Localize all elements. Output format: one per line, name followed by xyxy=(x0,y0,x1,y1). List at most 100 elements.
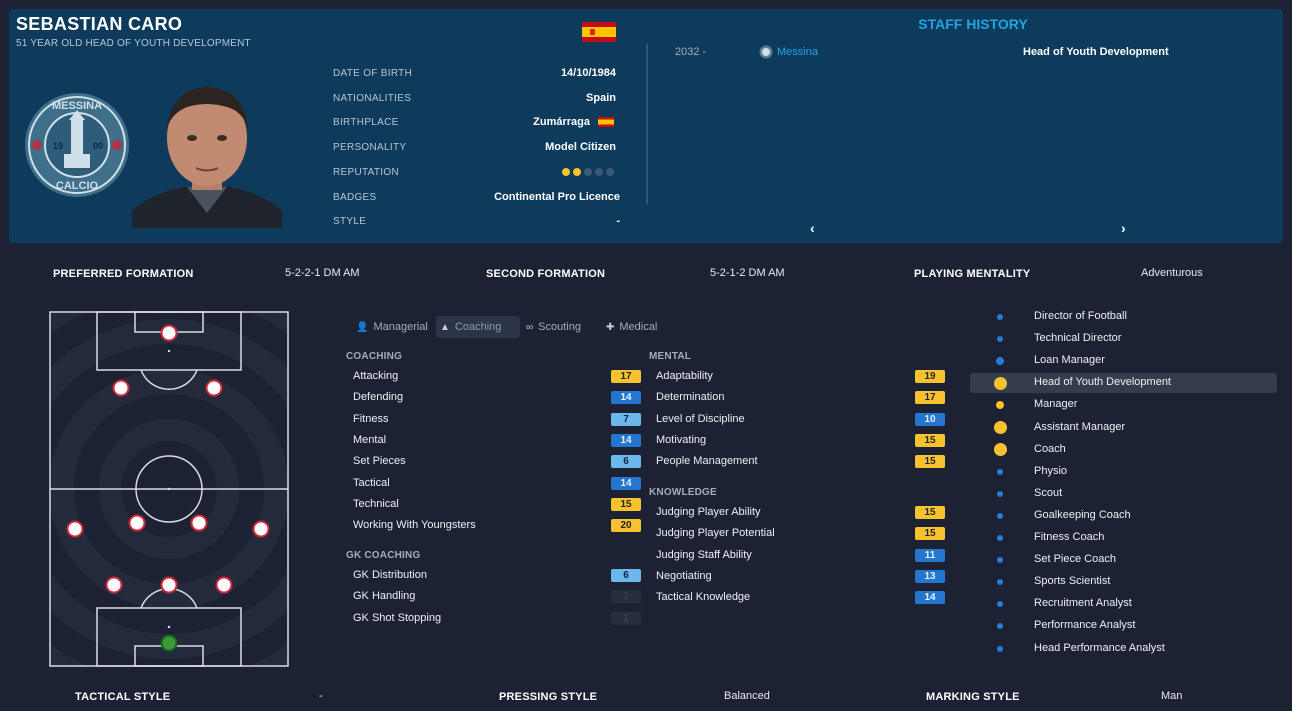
attribute-value: 14 xyxy=(915,591,945,605)
role-row[interactable]: Fitness Coach xyxy=(970,528,1277,548)
formation-pitch[interactable] xyxy=(49,311,289,667)
attribute-value: 15 xyxy=(915,506,945,519)
attribute-value: 1 xyxy=(611,590,641,604)
detail-label: REPUTATION xyxy=(333,166,399,178)
role-suitability-dot xyxy=(997,623,1003,630)
role-name: Loan Manager xyxy=(1034,354,1105,367)
attribute-value: 11 xyxy=(915,548,945,562)
reputation-dot xyxy=(584,168,592,176)
player-position-marker xyxy=(190,514,208,532)
coach-icon: ▲ xyxy=(440,321,450,333)
player-position-marker xyxy=(105,576,123,594)
role-suitability-dot xyxy=(993,443,1007,457)
attribute-name: Attacking xyxy=(353,370,399,382)
marking-style-value: Man xyxy=(1161,690,1183,702)
role-suitability-dot xyxy=(997,512,1003,519)
role-name: Physio xyxy=(1034,464,1068,477)
attribute-value: 19 xyxy=(915,370,945,383)
detail-label: PERSONALITY xyxy=(333,142,407,154)
gk-coaching-heading: GK COACHING xyxy=(346,550,421,561)
detail-label: NATIONALITIES xyxy=(333,92,412,104)
attribute-name: Level of Discipline xyxy=(656,412,745,425)
role-row[interactable]: Head Performance Analyst xyxy=(970,639,1277,659)
role-name: Manager xyxy=(1034,398,1078,411)
attribute-value: 14 xyxy=(611,433,641,447)
club-badge-icon[interactable]: MESSINA CALCIO 19 00 xyxy=(24,92,130,198)
role-row[interactable]: Coach xyxy=(970,440,1277,460)
role-row[interactable]: Performance Analyst xyxy=(970,616,1277,636)
attribute-name: Judging Player Ability xyxy=(656,506,761,518)
tab-managerial[interactable]: 👤 Managerial xyxy=(352,316,439,338)
attribute-value: 17 xyxy=(611,370,641,383)
attribute-name: Negotiating xyxy=(656,569,712,582)
player-position-marker xyxy=(160,576,178,594)
reputation-rating xyxy=(562,168,614,176)
reputation-dot xyxy=(562,168,570,176)
attribute-name: Motivating xyxy=(656,433,707,446)
player-position-marker xyxy=(66,520,84,538)
chevron-left-icon[interactable]: ‹ xyxy=(810,220,815,236)
detail-label: STYLE xyxy=(333,216,367,228)
role-suitability-dot xyxy=(997,601,1003,608)
role-suitability-dot xyxy=(997,314,1003,320)
attribute-value: 6 xyxy=(611,569,641,582)
medical-kit-icon: ✚ xyxy=(606,321,615,333)
attribute-value: 20 xyxy=(611,519,641,533)
role-suitability-dot xyxy=(997,336,1003,343)
role-suitability-dot xyxy=(997,468,1003,475)
role-row[interactable]: Goalkeeping Coach xyxy=(970,506,1277,526)
attribute-name: Mental xyxy=(353,433,387,446)
staff-portrait xyxy=(132,87,282,228)
binoculars-icon: ∞ xyxy=(526,321,534,333)
role-row[interactable]: Recruitment Analyst xyxy=(970,594,1277,614)
staff-history-title: STAFF HISTORY xyxy=(918,16,1028,32)
attribute-value: 1 xyxy=(611,611,641,625)
attribute-value: 10 xyxy=(915,412,945,426)
player-position-marker xyxy=(160,324,178,342)
attribute-value: 14 xyxy=(611,391,641,405)
svg-text:MESSINA: MESSINA xyxy=(52,100,102,112)
goalkeeper-marker xyxy=(160,634,178,652)
tactical-style-label: TACTICAL STYLE xyxy=(75,691,171,703)
player-position-marker xyxy=(112,379,130,397)
knowledge-heading: KNOWLEDGE xyxy=(649,487,717,498)
role-row[interactable]: Technical Director xyxy=(970,329,1277,349)
attribute-value: 6 xyxy=(611,455,641,469)
reputation-dot xyxy=(595,168,603,176)
role-suitability-dot xyxy=(997,645,1003,652)
pressing-style-value: Balanced xyxy=(724,690,770,702)
attribute-name: Defending xyxy=(353,391,404,404)
staff-name: SEBASTIAN CARO xyxy=(16,14,183,34)
attribute-value: 15 xyxy=(915,455,945,469)
role-suitability-dot xyxy=(997,579,1003,586)
tab-scouting[interactable]: ∞ Scouting xyxy=(522,316,596,338)
tab-label: Scouting xyxy=(538,321,581,333)
role-name: Head of Youth Development xyxy=(1034,376,1171,389)
detail-value: - xyxy=(616,215,620,228)
role-name: Performance Analyst xyxy=(1034,619,1136,632)
role-row[interactable]: Assistant Manager xyxy=(970,418,1277,438)
role-row[interactable]: Loan Manager xyxy=(970,351,1277,371)
history-year: 2032 - xyxy=(675,46,707,58)
role-suitability-dot xyxy=(996,401,1004,410)
role-name: Goalkeeping Coach xyxy=(1034,508,1131,521)
role-row[interactable]: Set Piece Coach xyxy=(970,550,1277,570)
coaching-heading: COACHING xyxy=(346,351,403,362)
history-club-link[interactable]: Messina xyxy=(777,46,818,58)
role-row[interactable]: Director of Football xyxy=(970,307,1277,327)
playing-mentality-value: Adventurous xyxy=(1141,267,1203,279)
role-row[interactable]: Physio xyxy=(970,462,1277,482)
attribute-value: 15 xyxy=(611,497,641,511)
tab-medical[interactable]: ✚ Medical xyxy=(602,316,674,338)
role-name: Scout xyxy=(1034,486,1063,499)
chevron-right-icon[interactable]: › xyxy=(1121,220,1126,236)
pressing-style-label: PRESSING STYLE xyxy=(499,691,598,703)
tab-coaching[interactable]: ▲ Coaching xyxy=(436,316,520,338)
role-row[interactable]: Manager xyxy=(970,395,1277,415)
role-row[interactable]: Scout xyxy=(970,484,1277,504)
tab-label: Managerial xyxy=(373,321,428,333)
role-row[interactable]: Sports Scientist xyxy=(970,572,1277,592)
attribute-name: Judging Staff Ability xyxy=(656,548,752,561)
role-name: Coach xyxy=(1034,442,1066,455)
role-row[interactable]: Head of Youth Development xyxy=(970,373,1277,394)
